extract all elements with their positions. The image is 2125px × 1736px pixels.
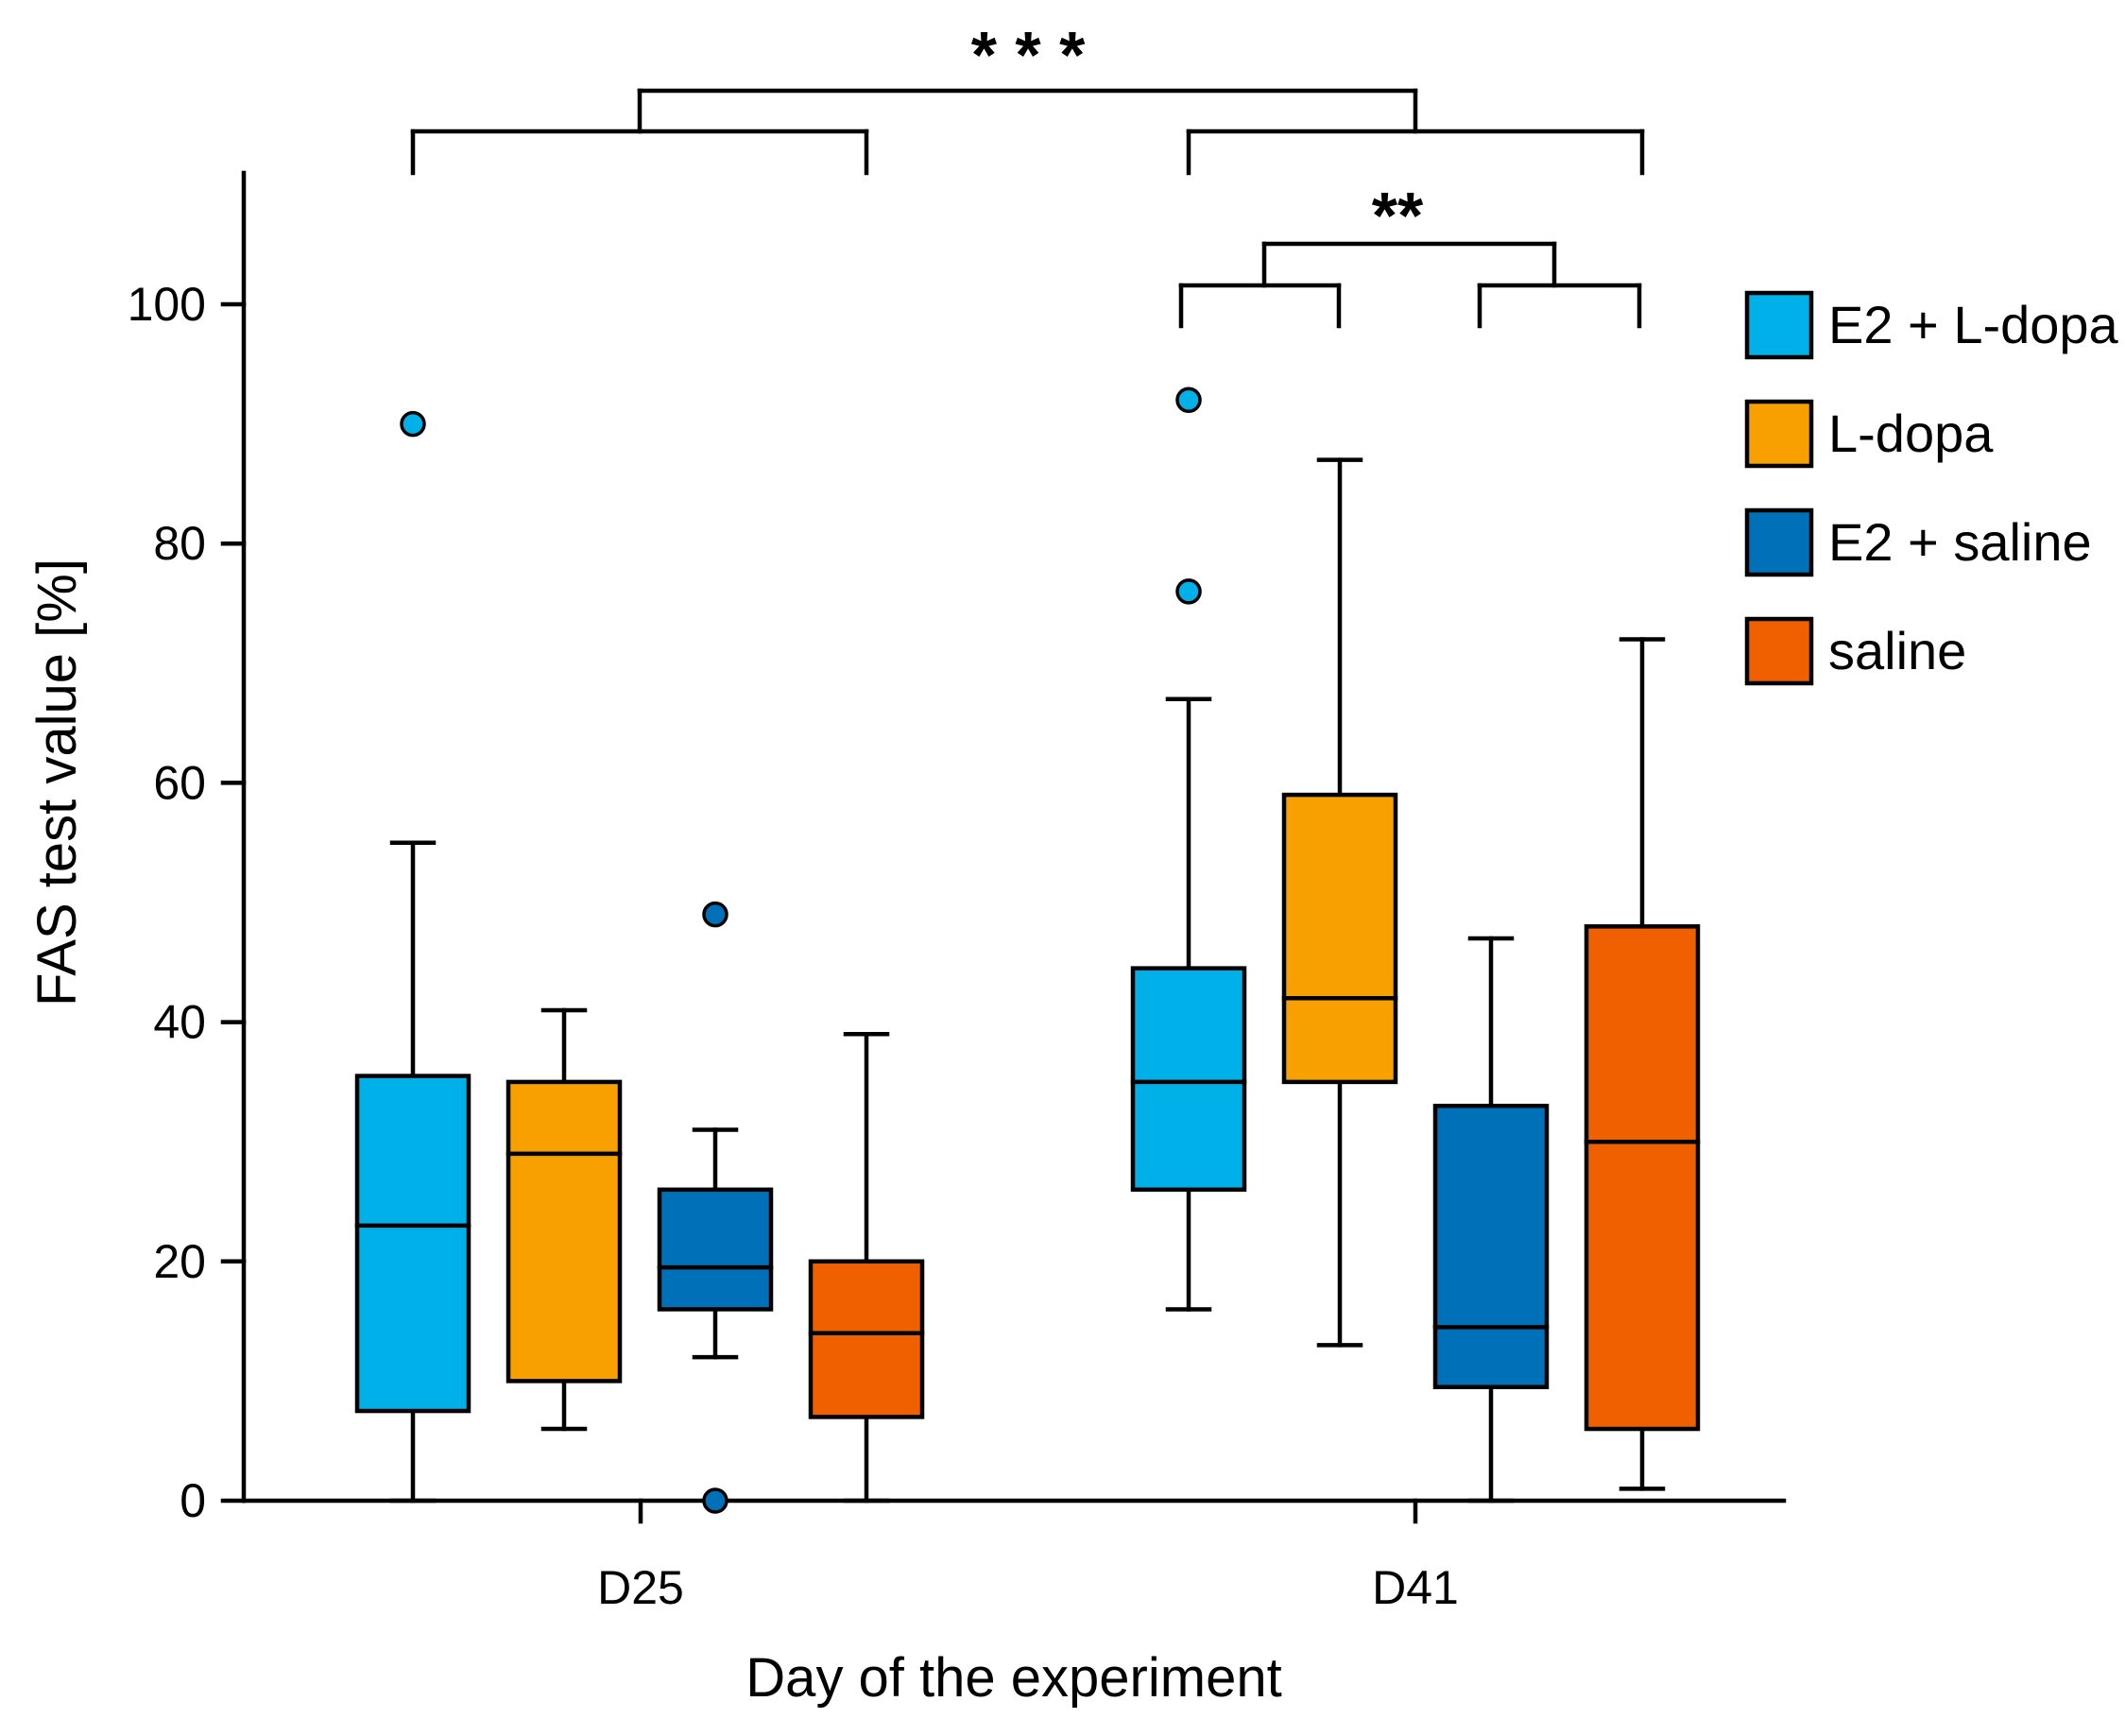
legend-label: saline bbox=[1828, 621, 1966, 680]
y-tick-label: 100 bbox=[128, 278, 206, 331]
legend-label: E2 + saline bbox=[1828, 512, 2092, 572]
box-l-dopa-d41 bbox=[1281, 457, 1398, 1348]
outlier-point bbox=[702, 1487, 728, 1514]
bracket-days bbox=[410, 88, 1645, 176]
x-tick-label: D25 bbox=[597, 1561, 684, 1614]
legend-label: E2 + L-dopa bbox=[1828, 295, 2119, 354]
box-iqr bbox=[1130, 966, 1247, 1193]
legend-item: E2 + L-dopa bbox=[1744, 290, 2119, 360]
box-e2-l-dopa-d25 bbox=[354, 410, 471, 1504]
box-e2-saline-d41 bbox=[1432, 936, 1550, 1504]
box-iqr bbox=[657, 1187, 774, 1312]
legend-swatch bbox=[1744, 399, 1814, 469]
y-tick-label: 80 bbox=[153, 517, 206, 570]
outlier-point bbox=[400, 410, 426, 438]
significance-label-days: * * * bbox=[971, 18, 1086, 92]
legend-swatch bbox=[1744, 616, 1814, 686]
box-iqr bbox=[354, 1074, 471, 1414]
y-tick-label: 40 bbox=[153, 996, 206, 1049]
x-axis-title: Day of the experiment bbox=[745, 1647, 1281, 1709]
outlier-point bbox=[1175, 387, 1202, 414]
significance-label-d41: ** bbox=[1372, 179, 1424, 252]
bracket-d41-treatments bbox=[1178, 241, 1642, 329]
box-iqr bbox=[1584, 924, 1701, 1432]
legend-swatch bbox=[1744, 290, 1814, 360]
legend-label: L-dopa bbox=[1828, 404, 1994, 463]
box-iqr bbox=[506, 1079, 623, 1384]
significance-brackets: * * * ** bbox=[410, 18, 1645, 329]
box-saline-d25 bbox=[808, 1032, 925, 1504]
legend-swatch bbox=[1744, 507, 1814, 577]
outlier-point bbox=[1175, 578, 1202, 605]
box-iqr bbox=[1432, 1103, 1550, 1389]
y-tick-label: 0 bbox=[180, 1474, 206, 1527]
box-e2-saline-d25 bbox=[657, 901, 774, 1514]
box-saline-d41 bbox=[1584, 637, 1701, 1491]
y-tick-label: 20 bbox=[153, 1235, 206, 1288]
legend: E2 + L-dopa L-dopa E2 + saline saline bbox=[1744, 290, 2119, 686]
legend-item: E2 + saline bbox=[1744, 507, 2092, 577]
box-e2-l-dopa-d41 bbox=[1130, 387, 1247, 1312]
boxes bbox=[354, 387, 1701, 1514]
y-tick-label: 60 bbox=[153, 756, 206, 809]
outlier-point bbox=[702, 901, 728, 928]
y-axis-title: FAS test value [%] bbox=[26, 559, 88, 1006]
box-l-dopa-d25 bbox=[506, 1007, 623, 1432]
legend-item: L-dopa bbox=[1744, 399, 1994, 469]
box-iqr bbox=[1281, 792, 1398, 1085]
legend-item: saline bbox=[1744, 616, 1966, 686]
box-iqr bbox=[808, 1259, 925, 1419]
x-tick-label: D41 bbox=[1372, 1561, 1459, 1614]
axes: 0 20 40 60 80 100 D25 D41 Day of the experiment F… bbox=[26, 170, 1787, 1709]
